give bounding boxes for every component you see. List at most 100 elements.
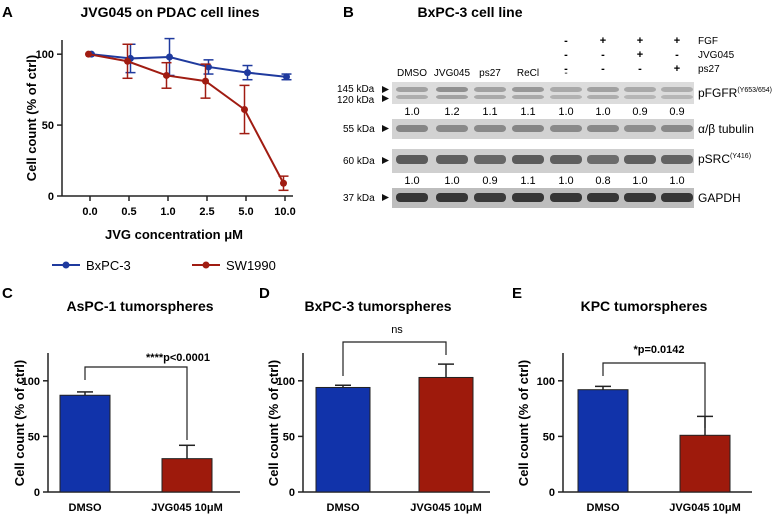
lane-label-jvg045: JVG045 — [434, 68, 471, 79]
bar — [161, 458, 213, 493]
arrow-icon — [382, 157, 389, 164]
panel-b-letter: B — [343, 4, 354, 21]
blot-band — [661, 155, 693, 164]
y-tick-label: 50 — [283, 431, 295, 443]
blot-band — [474, 193, 506, 202]
series-line — [91, 53, 287, 78]
bar — [315, 386, 371, 493]
panel-e: E KPC tumorspheres Cell count (% of ctrl… — [512, 285, 752, 514]
bar — [59, 394, 111, 493]
panel-d-title: BxPC-3 tumorspheres — [304, 298, 451, 314]
data-point — [163, 71, 170, 79]
arrow-icon — [382, 194, 389, 201]
x-tick-label: 0.5 — [121, 206, 136, 218]
lane-label-dmso: DMSO — [397, 68, 427, 79]
panel-a-legend: BxPC-3 SW1990 — [52, 258, 276, 273]
panel-c-title: AsPC-1 tumorspheres — [66, 298, 213, 314]
legend-label-sw1990: SW1990 — [226, 258, 276, 273]
treatment-mark: - — [564, 49, 568, 61]
blot-strip-pfgfr — [392, 82, 694, 104]
blot-band — [396, 87, 428, 92]
blot-band — [661, 125, 693, 132]
panel-c: C AsPC-1 tumorspheres Cell count (% of c… — [2, 285, 240, 514]
panel-c-letter: C — [2, 285, 13, 302]
panel-a-xlabel: JVG concentration μM — [105, 227, 243, 242]
panel-e-annotation: *p=0.0142 — [633, 344, 684, 356]
treatment-mark: - — [675, 49, 679, 61]
blot-name-tubulin: α/β tubulin — [698, 122, 754, 136]
arrow-icon — [382, 125, 389, 132]
x-tick-label: DMSO — [587, 502, 620, 514]
panel-e-chart: 0 50 100 DMSO JVG045 10μM — [537, 353, 752, 514]
series-line — [88, 53, 285, 184]
panel-a-ylabel: Cell count (% of ctrl) — [24, 55, 39, 181]
blot-band — [587, 155, 619, 164]
legend-marker-sw1990 — [202, 261, 210, 269]
x-tick-label: JVG045 10μM — [151, 502, 223, 514]
lane-label-ps27: ps27 — [479, 68, 501, 79]
treatment-marks: - + + + - - + - - - - + — [564, 35, 680, 75]
blot-band — [661, 95, 693, 99]
blot-band — [512, 125, 544, 132]
x-tick-label: 1.0 — [160, 206, 175, 218]
panel-c-chart: 0 50 100 DMSO JVG045 10μM — [22, 353, 240, 514]
quant-value: 0.9 — [482, 175, 497, 187]
legend-label-bxpc3: BxPC-3 — [86, 258, 131, 273]
treatment-mark: + — [674, 35, 680, 47]
data-point — [280, 179, 287, 187]
quant-value: 1.1 — [520, 175, 535, 187]
blot-band — [396, 95, 428, 99]
blot-band — [587, 87, 619, 92]
treatment-mark: - — [601, 49, 605, 61]
blot-band — [550, 155, 582, 164]
panel-d-ylabel: Cell count (% of ctrl) — [266, 360, 281, 486]
quant-value: 1.0 — [404, 106, 419, 118]
panel-d-letter: D — [259, 285, 270, 302]
treatment-mark: - — [601, 63, 605, 75]
panel-e-letter: E — [512, 285, 522, 302]
y-tick-label: 0 — [34, 487, 40, 499]
y-tick-label: 0 — [289, 487, 295, 499]
y-tick-label: 50 — [28, 431, 40, 443]
blot-band — [396, 155, 428, 164]
blot-band — [436, 125, 468, 132]
blot-band — [396, 193, 428, 202]
treatment-mark: + — [600, 35, 606, 47]
panel-e-title: KPC tumorspheres — [581, 298, 708, 314]
significance-bracket — [84, 366, 188, 440]
y-tick-label: 100 — [36, 49, 54, 61]
data-point — [124, 57, 131, 65]
treatment-matrix: FGF JVG045 ps27 - + + + - - + - - - - + — [564, 35, 734, 75]
legend-marker-bxpc3 — [62, 261, 70, 269]
mw-120: 120 kDa — [337, 95, 375, 106]
y-tick-label: 50 — [42, 120, 54, 132]
quant-value: 1.0 — [595, 106, 610, 118]
series-sw1990 — [85, 43, 289, 192]
lane-label-recl: ReCl — [517, 68, 539, 79]
bands-tubulin — [396, 125, 693, 132]
data-point — [283, 73, 290, 81]
panel-a-plot — [85, 37, 292, 192]
blot-band — [624, 95, 656, 99]
blot-band — [624, 87, 656, 92]
treatment-mark: - — [638, 63, 642, 75]
blot-tubulin: 55 kDa α/β tubulin — [343, 119, 754, 139]
x-tick-label: DMSO — [69, 502, 102, 514]
blot-band — [474, 95, 506, 99]
blot-band — [436, 193, 468, 202]
blot-band — [624, 155, 656, 164]
data-point — [244, 69, 251, 77]
blot-band — [550, 193, 582, 202]
lane-label-ctrl: - — [564, 68, 567, 79]
blot-psrc: 60 kDa pSRC(Y416) 1.0 1.0 0.9 1.1 1.0 0.8 1.0 1… — [343, 149, 751, 187]
bar — [577, 389, 629, 493]
blot-band — [436, 155, 468, 164]
blot-band — [661, 193, 693, 202]
y-tick-label: 0 — [549, 487, 555, 499]
blot-gapdh: 37 kDa GAPDH — [343, 188, 741, 208]
panel-d-chart: 0 50 100 DMSO JVG045 10μM — [277, 341, 490, 514]
blot-name-psrc: pSRC(Y416) — [698, 152, 751, 166]
y-tick-label: 50 — [543, 431, 555, 443]
quant-value: 1.0 — [558, 175, 573, 187]
